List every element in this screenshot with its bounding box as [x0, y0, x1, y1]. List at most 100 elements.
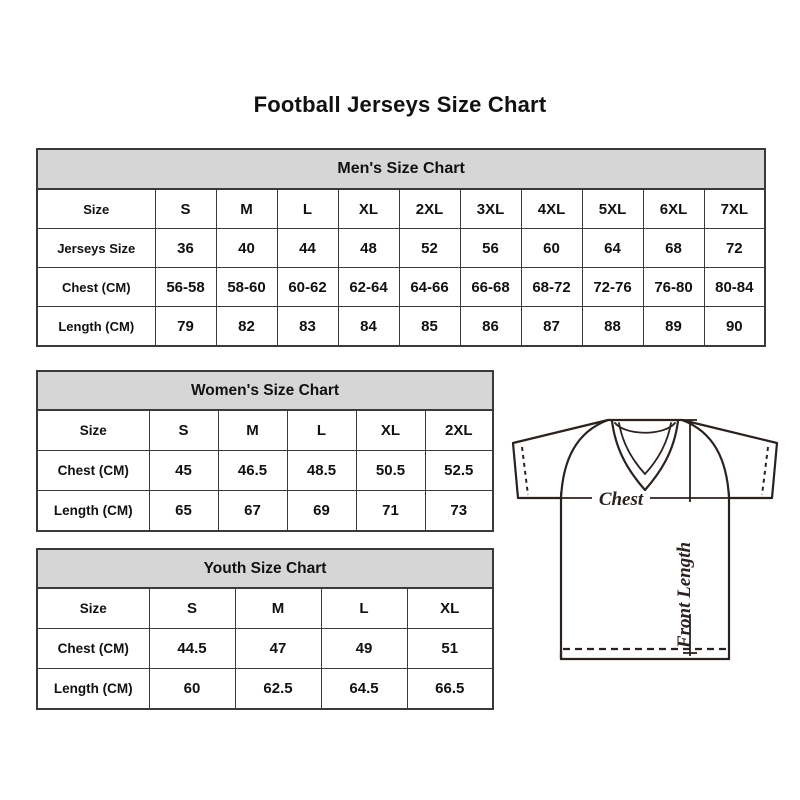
table-cell: XL — [406, 587, 494, 629]
row-label: Size — [36, 188, 156, 229]
table-cell: 4XL — [520, 188, 583, 229]
table-cell: 48.5 — [286, 450, 357, 491]
table-cell: 87 — [520, 306, 583, 347]
mens-size-table: Men's Size Chart Size S M L XL 2XL 3XL 4… — [36, 148, 767, 347]
table-cell: 45 — [148, 450, 219, 491]
table-cell: 83 — [276, 306, 339, 347]
table-cell: 46.5 — [217, 450, 288, 491]
table-cell: M — [215, 188, 278, 229]
row-label: Chest (CM) — [36, 450, 150, 491]
table-cell: 68 — [642, 228, 705, 268]
table-row: Length (CM) 60 62.5 64.5 66.5 — [36, 668, 494, 710]
table-cell: 56-58 — [154, 267, 217, 307]
table-cell: S — [148, 409, 219, 451]
table-cell: 5XL — [581, 188, 644, 229]
table-cell: 44 — [276, 228, 339, 268]
table-cell: 44.5 — [148, 628, 236, 669]
row-label: Size — [36, 587, 150, 629]
table-cell: 86 — [459, 306, 522, 347]
table-cell: S — [154, 188, 217, 229]
table-cell: 73 — [424, 490, 494, 532]
v-neck-collar-icon — [610, 419, 680, 492]
table-cell: 79 — [154, 306, 217, 347]
table-caption-row: Youth Size Chart — [36, 548, 494, 589]
row-label: Length (CM) — [36, 668, 150, 710]
table-row: Size S M L XL 2XL — [36, 409, 494, 451]
table-cell: M — [234, 587, 322, 629]
right-sleeve-icon — [680, 418, 779, 500]
table-cell: 88 — [581, 306, 644, 347]
table-cell: 68-72 — [520, 267, 583, 307]
table-row: Size S M L XL — [36, 587, 494, 629]
table-row: Chest (CM) 45 46.5 48.5 50.5 52.5 — [36, 450, 494, 491]
table-cell: 82 — [215, 306, 278, 347]
table-cell: 3XL — [459, 188, 522, 229]
row-label: Chest (CM) — [36, 628, 150, 669]
table-row: Length (CM) 65 67 69 71 73 — [36, 490, 494, 532]
table-cell: 71 — [355, 490, 426, 532]
front-length-measure-line — [683, 419, 697, 656]
row-label: Length (CM) — [36, 306, 156, 347]
table-row: Chest (CM) 44.5 47 49 51 — [36, 628, 494, 669]
front-length-label: Front Length — [674, 542, 695, 649]
table-cell: 6XL — [642, 188, 705, 229]
table-cell: 52.5 — [424, 450, 494, 491]
table-cell: 66-68 — [459, 267, 522, 307]
table-cell: 69 — [286, 490, 357, 532]
table-cell: L — [276, 188, 339, 229]
youth-size-table: Youth Size Chart Size S M L XL Chest (CM… — [36, 548, 495, 710]
table-cell: 52 — [398, 228, 461, 268]
table-cell: M — [217, 409, 288, 451]
table-cell: 64-66 — [398, 267, 461, 307]
table-cell: 60 — [148, 668, 236, 710]
table-cell: 84 — [337, 306, 400, 347]
table-cell: 72 — [703, 228, 766, 268]
table-cell: 47 — [234, 628, 322, 669]
chest-label: Chest — [599, 489, 644, 510]
table-cell: 66.5 — [406, 668, 494, 710]
table-cell: 64 — [581, 228, 644, 268]
page-title: Football Jerseys Size Chart — [253, 92, 547, 117]
table-cell: 50.5 — [355, 450, 426, 491]
table-cell: 76-80 — [642, 267, 705, 307]
table-cell: 48 — [337, 228, 400, 268]
table-cell: 65 — [148, 490, 219, 532]
row-label: Length (CM) — [36, 490, 150, 532]
table-cell: 85 — [398, 306, 461, 347]
table-row: Size S M L XL 2XL 3XL 4XL 5XL 6XL 7XL — [36, 188, 766, 229]
mens-table-caption: Men's Size Chart — [36, 148, 766, 190]
womens-table-caption: Women's Size Chart — [36, 370, 494, 411]
table-cell: XL — [337, 188, 400, 229]
table-cell: 51 — [406, 628, 494, 669]
table-cell: L — [286, 409, 357, 451]
chest-measure-line — [560, 492, 730, 506]
table-cell: 67 — [217, 490, 288, 532]
table-cell: 60-62 — [276, 267, 339, 307]
table-row: Chest (CM) 56-58 58-60 60-62 62-64 64-66… — [36, 267, 766, 307]
table-cell: 58-60 — [215, 267, 278, 307]
row-label: Jerseys Size — [36, 228, 156, 268]
left-sleeve-icon — [511, 418, 610, 500]
table-cell: 80-84 — [703, 267, 766, 307]
table-cell: 89 — [642, 306, 705, 347]
jersey-measurement-diagram: Chest Front Length — [500, 398, 790, 694]
table-caption-row: Men's Size Chart — [36, 148, 766, 190]
table-cell: 36 — [154, 228, 217, 268]
table-cell: 72-76 — [581, 267, 644, 307]
table-cell: 2XL — [398, 188, 461, 229]
table-cell: 40 — [215, 228, 278, 268]
youth-table-caption: Youth Size Chart — [36, 548, 494, 589]
table-cell: XL — [355, 409, 426, 451]
womens-size-table: Women's Size Chart Size S M L XL 2XL Che… — [36, 370, 495, 532]
table-caption-row: Women's Size Chart — [36, 370, 494, 411]
table-cell: 56 — [459, 228, 522, 268]
jersey-body-icon — [559, 418, 731, 661]
table-cell: 60 — [520, 228, 583, 268]
table-cell: S — [148, 587, 236, 629]
table-cell: 90 — [703, 306, 766, 347]
table-cell: 62.5 — [234, 668, 322, 710]
table-row: Jerseys Size 36 40 44 48 52 56 60 64 68 … — [36, 228, 766, 268]
row-label: Size — [36, 409, 150, 451]
table-cell: 62-64 — [337, 267, 400, 307]
row-label: Chest (CM) — [36, 267, 156, 307]
